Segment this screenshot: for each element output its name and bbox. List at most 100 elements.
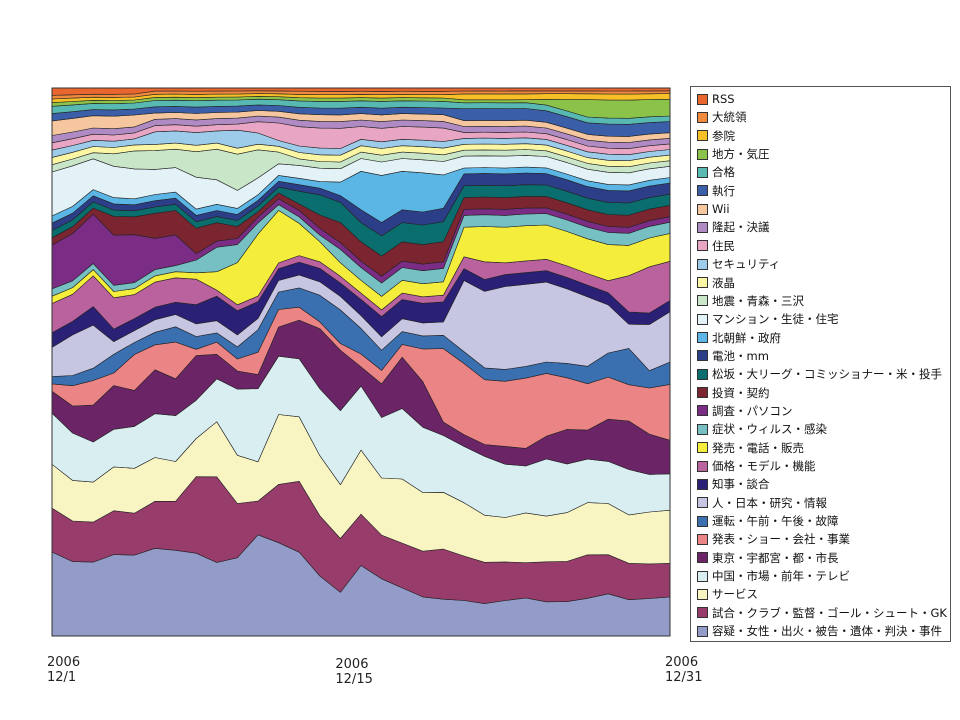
legend-label: 症状・ウィルス・感染 <box>712 422 827 437</box>
legend-swatch <box>697 148 708 160</box>
legend-swatch <box>697 570 708 582</box>
legend-label: 執行 <box>712 183 735 198</box>
legend-item: 価格・モデル・機能 <box>697 458 816 474</box>
legend-swatch <box>697 332 708 344</box>
legend-label: 調査・パソコン <box>712 403 793 418</box>
legend-label: 試合・クラブ・監督・ゴール・シュート・GK <box>712 605 947 620</box>
legend-swatch <box>697 221 708 233</box>
legend-item: 中国・市場・前年・テレビ <box>697 568 850 584</box>
legend-swatch <box>697 405 708 417</box>
legend-item: 地震・青森・三沢 <box>697 293 804 309</box>
legend-item: 参院 <box>697 128 735 144</box>
legend-label: 地震・青森・三沢 <box>712 293 804 308</box>
legend-swatch <box>697 368 708 380</box>
legend-item: 投資・契約 <box>697 385 770 401</box>
legend-swatch <box>697 203 708 215</box>
legend-item: 隆起・決議 <box>697 219 770 235</box>
legend-label: 北朝鮮・政府 <box>712 330 781 345</box>
legend-item: 試合・クラブ・監督・ゴール・シュート・GK <box>697 605 947 621</box>
legend-item: 調査・パソコン <box>697 403 793 419</box>
legend-swatch <box>697 533 708 545</box>
legend-item: セキュリティ <box>697 256 780 272</box>
x-tick-date: 12/31 <box>665 670 703 685</box>
legend-swatch <box>697 442 708 454</box>
legend-swatch <box>697 185 708 197</box>
legend-label: 合格 <box>712 165 735 180</box>
legend-item: 発表・ショー・会社・事業 <box>697 531 850 547</box>
legend-item: 知事・談合 <box>697 476 770 492</box>
legend-label: 隆起・決議 <box>712 220 770 235</box>
legend-item: マンション・生徒・住宅 <box>697 311 839 327</box>
legend-label: セキュリティ <box>712 257 781 272</box>
legend-swatch <box>697 111 708 123</box>
legend-item: 住民 <box>697 238 735 254</box>
legend-swatch <box>697 625 708 637</box>
legend-label: RSS <box>712 92 735 106</box>
legend-label: 知事・談合 <box>712 477 770 492</box>
legend-label: マンション・生徒・住宅 <box>712 312 839 327</box>
legend-swatch <box>697 460 708 472</box>
legend-label: 中国・市場・前年・テレビ <box>712 569 850 584</box>
x-tick-year: 2006 <box>335 657 369 672</box>
legend-swatch <box>697 277 708 288</box>
x-tick-year: 2006 <box>47 655 81 670</box>
legend-swatch <box>697 552 708 564</box>
x-tick-date: 12/15 <box>335 672 373 687</box>
x-tick-label: 2006 12/1 <box>47 655 80 685</box>
legend-swatch <box>697 258 708 270</box>
x-tick-date: 12/1 <box>47 670 77 685</box>
legend-item: 大統領 <box>697 109 747 125</box>
legend-swatch <box>697 130 708 142</box>
legend-label: 容疑・女性・出火・被告・遺体・判決・事件 <box>712 624 942 639</box>
legend-label: 参院 <box>712 128 735 143</box>
legend-swatch <box>697 497 708 509</box>
legend-swatch <box>697 295 708 307</box>
legend-item: RSS <box>697 91 735 107</box>
x-tick-label: 2006 12/15 <box>335 657 372 687</box>
legend-label: 価格・モデル・機能 <box>712 459 816 473</box>
legend-item: 症状・ウィルス・感染 <box>697 421 827 437</box>
legend-swatch <box>697 313 708 325</box>
plot-frame <box>51 87 671 637</box>
legend-label: サービス <box>712 587 758 602</box>
legend: RSS 大統領参院地方・気圧合格執行 Wii 隆起・決議住民セキュリティ 液晶地震・青森… <box>690 86 951 642</box>
legend-swatch <box>697 240 708 252</box>
legend-item: 松坂・大リーグ・コミッショナー・米・投手 <box>697 366 942 382</box>
legend-swatch <box>697 515 708 527</box>
legend-item: 容疑・女性・出火・被告・遺体・判決・事件 <box>697 623 942 639</box>
legend-swatch <box>697 350 708 362</box>
legend-label: 東京・宇都宮・都・市長 <box>712 550 839 565</box>
legend-swatch <box>697 607 708 619</box>
legend-label: 人・日本・研究・情報 <box>712 495 827 510</box>
legend-item: 人・日本・研究・情報 <box>697 495 827 511</box>
legend-label: 松坂・大リーグ・コミッショナー・米・投手 <box>712 367 942 382</box>
legend-swatch <box>697 166 708 178</box>
legend-label: Wii <box>712 202 730 217</box>
legend-label: 投資・契約 <box>712 385 770 400</box>
legend-item: 執行 <box>697 183 735 199</box>
legend-swatch <box>697 478 708 490</box>
legend-item: 液晶 <box>697 275 735 291</box>
legend-item: 電池・mm <box>697 348 769 364</box>
legend-swatch <box>697 387 708 399</box>
legend-item: 北朝鮮・政府 <box>697 330 781 346</box>
legend-label: 発表・ショー・会社・事業 <box>712 532 850 547</box>
legend-item: 東京・宇都宮・都・市長 <box>697 550 839 566</box>
legend-item: 地方・気圧 <box>697 146 770 162</box>
x-tick-label: 2006 12/31 <box>665 655 702 685</box>
x-tick-year: 2006 <box>665 655 699 670</box>
legend-item: 発売・電話・販売 <box>697 440 804 456</box>
legend-item: サービス <box>697 586 758 602</box>
legend-swatch <box>697 588 708 600</box>
area-series-group <box>51 87 671 637</box>
legend-label: 大統領 <box>712 110 747 125</box>
legend-item: 運転・午前・午後・故障 <box>697 513 839 529</box>
legend-swatch <box>697 423 708 435</box>
legend-label: 運転・午前・午後・故障 <box>712 514 839 529</box>
legend-label: 発売・電話・販売 <box>712 440 804 455</box>
legend-label: 住民 <box>712 238 735 253</box>
legend-label: 電池・mm <box>712 348 769 363</box>
legend-label: 液晶 <box>712 275 735 290</box>
legend-item: Wii <box>697 201 730 217</box>
